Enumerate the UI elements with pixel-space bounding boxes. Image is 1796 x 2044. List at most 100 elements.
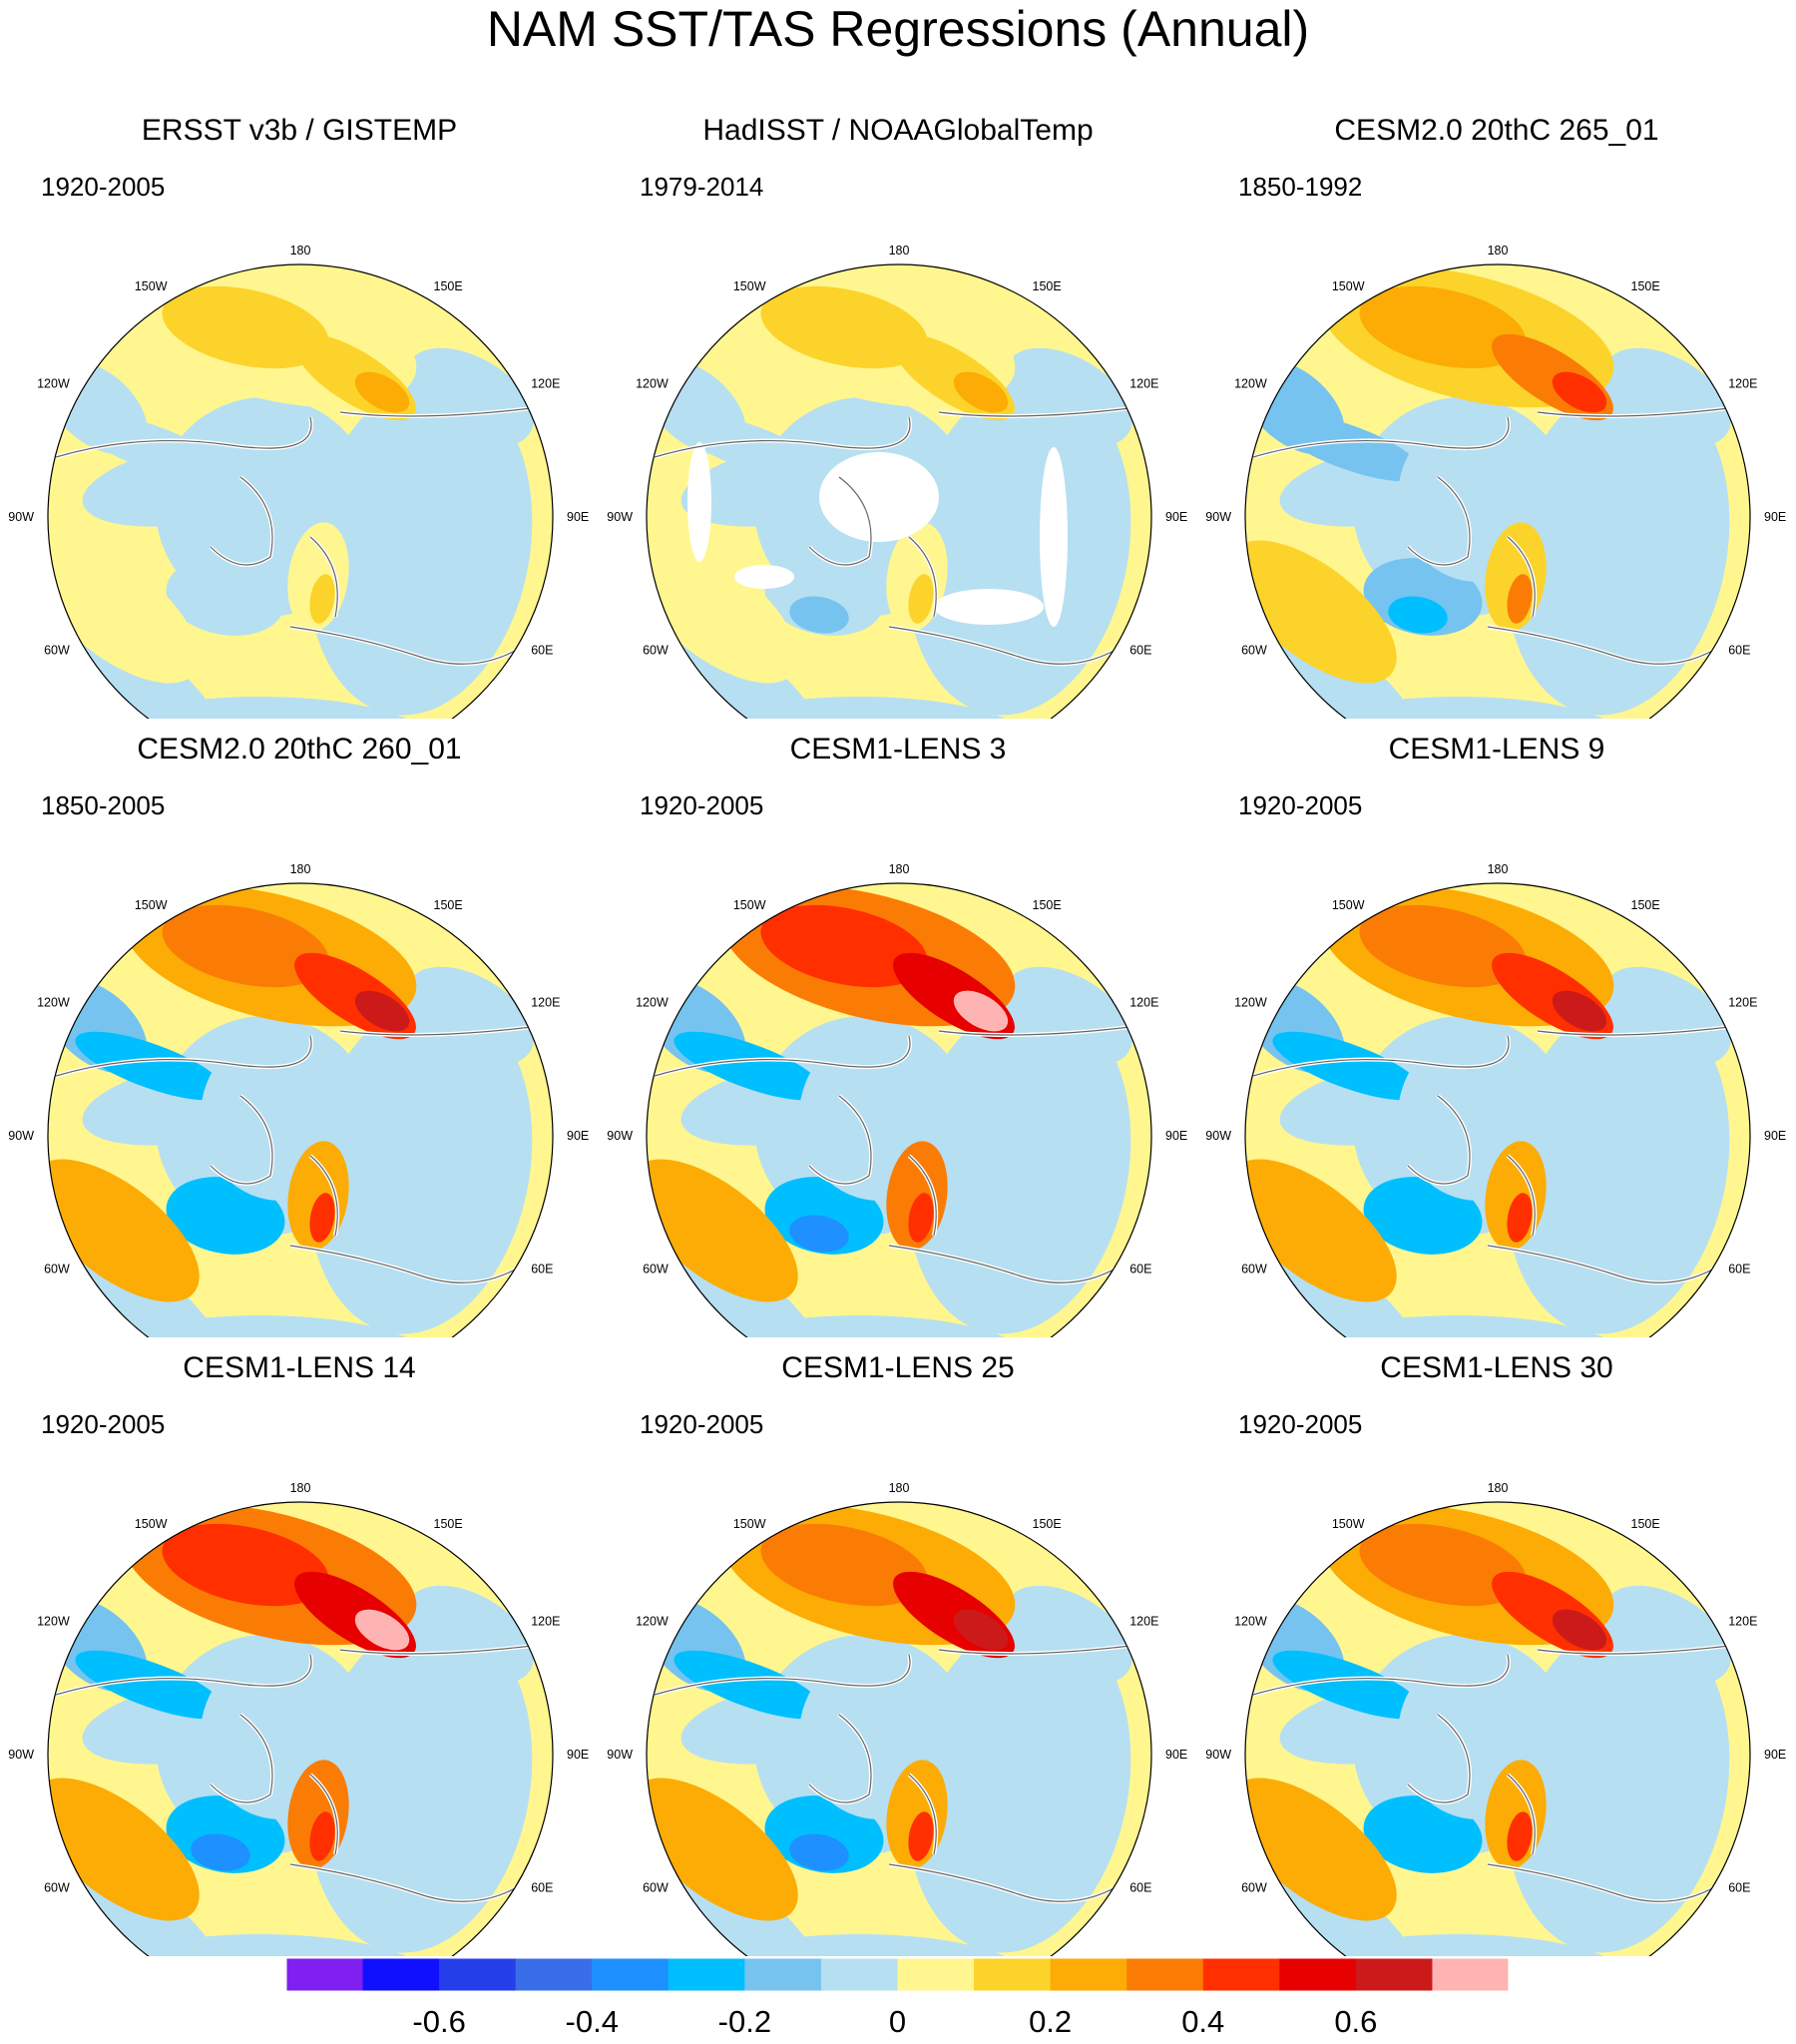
longitude-label: 150W (1332, 279, 1365, 293)
map-boundary (1244, 263, 1751, 719)
longitude-label: 120E (1728, 996, 1757, 1010)
longitude-label: 120W (1234, 377, 1267, 391)
panel-title: CESM1-LENS 9 (1388, 733, 1605, 766)
map-panel: CESM1-LENS 31920-2005180150E120E90E60E30… (599, 719, 1197, 1337)
map-panel: CESM2.0 20thC 260_01 1850-2005 180 150E 120E… (0, 719, 599, 1337)
longitude-label: 60W (1241, 1881, 1267, 1895)
longitude-label: 180 (889, 1481, 910, 1495)
panel-period: 1920-2005 (1238, 790, 1363, 820)
longitude-label: 60W (643, 1881, 669, 1895)
anomaly-contour (1507, 1193, 1533, 1243)
coastline (289, 1245, 531, 1283)
panel-title: CESM2.0 20thC 260_01 (137, 733, 462, 766)
coastline (808, 476, 872, 566)
longitude-label: 120W (636, 1615, 669, 1629)
missing-data-region (819, 452, 939, 542)
panel-period: 1920-2005 (640, 790, 764, 820)
coastline (654, 1035, 911, 1077)
map-panel: HadISST / NOAAGlobalTemp 1979-2014 180 150E… (599, 100, 1197, 719)
colorbar-swatch (1126, 1958, 1204, 1991)
longitude-label: 120E (531, 996, 560, 1010)
colorbar-tick-label: 0.4 (1181, 2004, 1224, 2039)
anomaly-contour (908, 1811, 934, 1861)
coastline (1487, 626, 1728, 665)
colorbar-swatch (1279, 1958, 1357, 1991)
map-boundary (47, 263, 554, 719)
panel-title: CESM1-LENS 25 (781, 1351, 1015, 1384)
anomaly-contour (48, 1159, 200, 1302)
colorbar-frame (285, 1957, 1510, 1992)
anomaly-contour (1485, 1760, 1547, 1869)
anomaly-contour (953, 1609, 1009, 1651)
anomaly-contour (953, 990, 1009, 1032)
coastline (1252, 1035, 1510, 1077)
panel-period: 1920-2005 (41, 1409, 166, 1439)
longitude-label: 60W (44, 1881, 70, 1895)
missing-data-region (687, 442, 711, 562)
longitude-label: 120E (531, 1615, 560, 1629)
longitude-label: 150E (1033, 1517, 1062, 1531)
longitude-label: 150W (733, 1517, 766, 1531)
anomaly-contour (287, 1760, 349, 1869)
coastline (1487, 1245, 1728, 1283)
anomaly-contour (674, 1031, 825, 1101)
anomaly-contour (354, 990, 410, 1032)
anomaly-contour (647, 540, 798, 684)
panel-period: 1920-2005 (1238, 1409, 1363, 1439)
coastline (1407, 476, 1471, 566)
anomaly-contour (1388, 1215, 1448, 1253)
longitude-label: 150W (733, 279, 766, 293)
map-panel: CESM1-LENS 91920-2005180150E120E90E60E30… (1197, 719, 1796, 1337)
anomaly-contour (908, 574, 934, 624)
anomaly-contour (647, 1778, 798, 1921)
coastline (339, 1025, 541, 1036)
longitude-label: 60W (1241, 1263, 1267, 1277)
coastline (1537, 1025, 1738, 1036)
colorbar-swatch (592, 1958, 670, 1991)
longitude-label: 60E (1728, 1263, 1750, 1277)
longitude-label: 60W (643, 1263, 669, 1277)
anomaly-contour (75, 1650, 226, 1720)
longitude-label: 180 (290, 244, 311, 257)
longitude-label: 60E (1129, 1881, 1151, 1895)
anomaly-contour (886, 1141, 948, 1251)
longitude-label: 90E (1764, 1748, 1786, 1762)
anomaly-contour (1388, 1833, 1448, 1871)
coastline (1507, 1774, 1536, 1855)
longitude-label: 180 (889, 862, 910, 876)
panel-title: CESM1-LENS 30 (1380, 1351, 1613, 1384)
anomaly-contour (886, 1760, 948, 1869)
colorbar-swatch (974, 1958, 1052, 1991)
longitude-label: 150W (1332, 1517, 1365, 1531)
coastline (1407, 1714, 1471, 1803)
anomaly-contour (789, 1833, 849, 1871)
anomaly-field (406, 966, 534, 1066)
longitude-label: 120W (37, 1615, 70, 1629)
anomaly-contour (760, 285, 928, 369)
coastline (654, 1654, 911, 1696)
anomaly-contour (162, 285, 329, 369)
map-panel: ERSST v3b / GISTEMP 1920-2005 180 150E 120E 9… (0, 100, 599, 719)
anomaly-field (1603, 347, 1731, 447)
polar-map: 180150E120E90E60E30E030W60W90W120W150W (1205, 244, 1786, 719)
coastline (55, 1035, 312, 1077)
longitude-label: 60W (1241, 644, 1267, 658)
map-panel: CESM1-LENS 251920-2005180150E120E90E60E3… (599, 1337, 1197, 1956)
anomaly-contour (760, 1523, 928, 1607)
panel-title: CESM2.0 20thC 265_01 (1334, 114, 1659, 147)
longitude-label: 120W (636, 996, 669, 1010)
coastline (908, 536, 937, 618)
longitude-label: 90E (567, 510, 589, 524)
anomaly-contour (354, 1609, 410, 1651)
coastline (888, 626, 1129, 665)
colorbar-swatch (668, 1958, 745, 1991)
coastline (289, 626, 531, 665)
anomaly-contour (48, 1778, 200, 1921)
coastline (938, 406, 1139, 417)
anomaly-field (1005, 347, 1132, 447)
panel-period: 1920-2005 (41, 172, 166, 202)
longitude-label: 120E (1728, 1615, 1757, 1629)
longitude-label: 60E (1129, 644, 1151, 658)
map-boundary (47, 882, 554, 1337)
colorbar-swatch (1355, 1958, 1433, 1991)
